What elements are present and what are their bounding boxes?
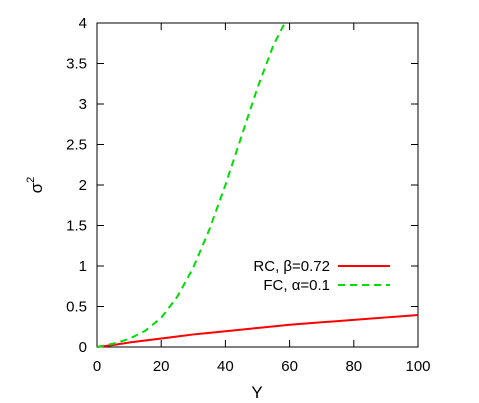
x-tick-label: 80 [345, 358, 362, 375]
legend-label-rc: RC, β=0.72 [253, 258, 330, 275]
series-line-fc [96, 22, 286, 348]
legend: RC, β=0.72 FC, α=0.1 [253, 258, 390, 294]
x-axis: 0 20 40 60 80 100 [93, 23, 431, 375]
x-tick-label: 0 [93, 358, 101, 375]
x-tick-label: 100 [405, 358, 430, 375]
x-axis-label: Y [251, 383, 262, 402]
y-tick-label: 4 [79, 15, 87, 32]
y-tick-label: 0.5 [66, 299, 87, 316]
series-layer [96, 22, 419, 348]
y-tick-label: 0 [79, 339, 87, 356]
series-line-rc [96, 314, 419, 348]
x-tick-label: 40 [217, 358, 234, 375]
x-tick-label: 20 [153, 358, 170, 375]
y-tick-label: 3.5 [66, 56, 87, 73]
y-tick-label: 1 [79, 258, 87, 275]
y-axis-label-base: σ [27, 182, 46, 193]
legend-label-fc: FC, α=0.1 [263, 277, 330, 294]
y-axis-label-sup: 2 [25, 177, 37, 183]
y-axis: 0 0.5 1 1.5 2 2.5 3 3.5 4 [66, 15, 418, 356]
y-axis-label: σ2 [25, 177, 46, 194]
x-tick-label: 60 [281, 358, 298, 375]
y-tick-label: 1.5 [66, 218, 87, 235]
plot-frame [96, 22, 419, 348]
y-tick-label: 3 [79, 96, 87, 113]
y-tick-label: 2 [79, 177, 87, 194]
y-tick-label: 2.5 [66, 137, 87, 154]
